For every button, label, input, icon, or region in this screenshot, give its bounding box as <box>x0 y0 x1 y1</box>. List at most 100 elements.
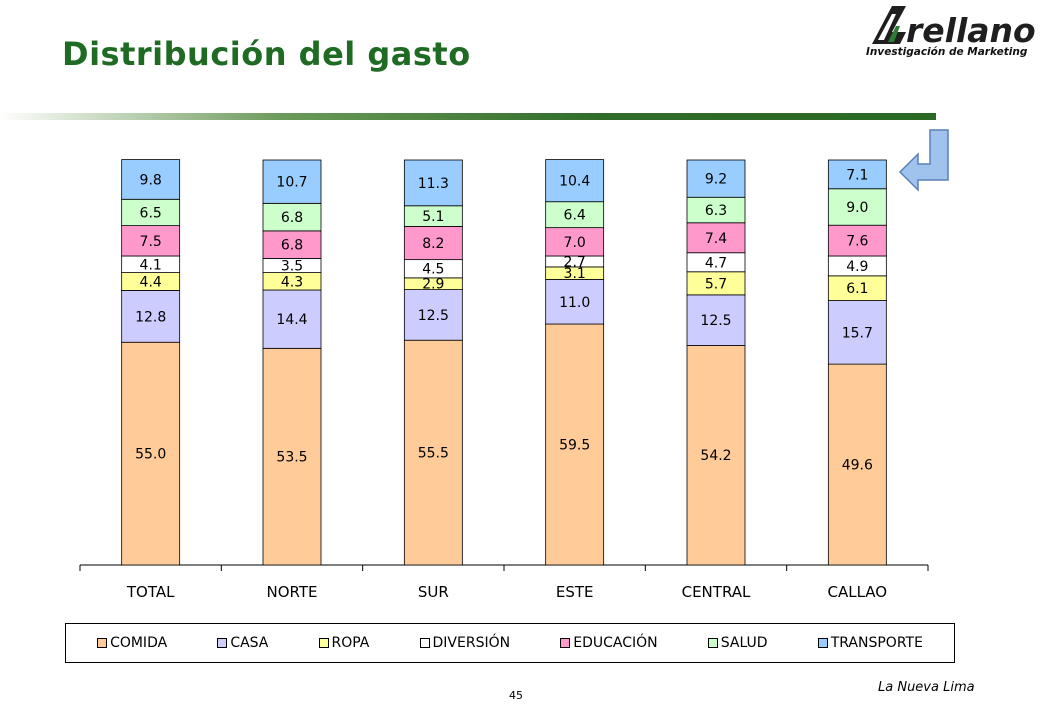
logo-wordmark: rellano <box>906 11 1036 50</box>
legend-swatch <box>560 638 571 648</box>
logo-tagline: Investigación de Marketing <box>866 46 1028 58</box>
bar-segment-comida-este <box>545 323 605 566</box>
data-label: 10.7 <box>276 175 307 191</box>
data-label: 7.1 <box>846 167 868 183</box>
bar-segment-casa-total <box>121 290 181 343</box>
data-label: 59.5 <box>559 438 590 454</box>
bar-segment-casa-callao <box>827 300 887 365</box>
return-arrow-icon[interactable] <box>896 124 954 196</box>
legend-swatch <box>217 638 228 648</box>
legend-label: COMIDA <box>110 635 168 651</box>
data-label: 49.6 <box>842 458 873 474</box>
data-label: 5.1 <box>422 209 444 225</box>
bar-segment-educación-sur <box>403 226 463 261</box>
data-label: 5.7 <box>705 276 727 292</box>
bar-segment-salud-total <box>121 198 181 227</box>
data-label: 9.2 <box>705 172 727 188</box>
data-label: 11.0 <box>559 295 590 311</box>
data-label: 10.4 <box>559 174 590 190</box>
data-label: 3.1 <box>564 266 586 282</box>
legend-item: DIVERSIÓN <box>419 635 511 651</box>
data-label: 7.5 <box>140 234 162 250</box>
bar-segment-transporte-callao <box>827 159 887 190</box>
x-tick-label: CALLAO <box>828 583 888 601</box>
legend-swatch <box>817 638 828 648</box>
data-label: 55.0 <box>135 447 166 463</box>
bar-segment-transporte-este <box>545 159 605 203</box>
bar-segment-casa-norte <box>262 289 322 349</box>
legend-label: CASA <box>230 635 269 651</box>
data-label: 6.8 <box>281 238 303 254</box>
data-label: 4.3 <box>281 274 303 290</box>
data-label: 3.5 <box>281 259 303 275</box>
legend-label: EDUCACIÓN <box>573 635 658 651</box>
data-label: 9.0 <box>846 200 868 216</box>
legend-swatch <box>318 638 329 648</box>
bar-segment-transporte-central <box>686 159 746 198</box>
x-tick-label: TOTAL <box>126 583 175 601</box>
bar-segment-ropa-callao <box>827 275 887 301</box>
data-label: 8.2 <box>422 236 444 252</box>
data-label: 7.6 <box>846 234 868 250</box>
x-tick-label: SUR <box>418 583 449 601</box>
bar-segment-educación-total <box>121 225 181 257</box>
bar-segment-comida-total <box>121 341 181 566</box>
data-label: 2.9 <box>422 277 444 293</box>
bar-segment-comida-norte <box>262 347 322 566</box>
data-label: 4.7 <box>705 255 727 271</box>
bar-segment-transporte-total <box>121 159 181 200</box>
data-label: 12.5 <box>700 313 731 329</box>
page-number: 45 <box>509 689 523 702</box>
data-label: 12.5 <box>418 308 449 324</box>
legend-swatch <box>97 638 108 648</box>
data-label: 4.5 <box>422 262 444 278</box>
bar-segment-salud-norte <box>262 202 322 232</box>
bar-segment-educación-norte <box>262 230 322 259</box>
data-label: 6.8 <box>281 210 303 226</box>
bar-segment-salud-este <box>545 201 605 229</box>
x-tick-label: NORTE <box>267 583 318 601</box>
data-label: 9.8 <box>140 172 162 188</box>
data-label: 6.4 <box>564 208 586 224</box>
chart-legend: COMIDA CASA ROPA DIVERSIÓN EDUCACIÓN SALUD TRA… <box>65 623 955 663</box>
bar-segment-casa-sur <box>403 289 463 341</box>
bar-segment-transporte-norte <box>262 159 322 204</box>
bar-segment-comida-sur <box>403 339 463 566</box>
data-label: 53.5 <box>276 450 307 466</box>
x-tick-label: CENTRAL <box>682 583 751 601</box>
legend-label: DIVERSIÓN <box>432 635 511 651</box>
legend-item: CASA <box>217 635 268 651</box>
data-label: 55.5 <box>418 446 449 462</box>
x-tick-label: ESTE <box>556 583 594 601</box>
data-label: 6.3 <box>705 203 727 219</box>
data-label: 4.1 <box>140 257 162 273</box>
data-label: 2.7 <box>564 254 586 270</box>
footer-note: La Nueva Lima <box>878 680 975 695</box>
bar-segment-educación-central <box>686 222 746 254</box>
data-label: 7.4 <box>705 231 727 247</box>
data-label: 4.9 <box>846 259 868 275</box>
legend-item: COMIDA <box>97 635 167 651</box>
legend-label: ROPA <box>331 635 370 651</box>
legend-label: SALUD <box>720 635 768 651</box>
legend-swatch <box>419 638 430 648</box>
data-label: 15.7 <box>842 325 873 341</box>
data-label: 12.8 <box>135 309 166 325</box>
bar-segment-casa-este <box>545 279 605 325</box>
data-label: 14.4 <box>276 312 307 328</box>
legend-item: TRANSPORTE <box>817 635 923 651</box>
bar-segment-salud-callao <box>827 188 887 226</box>
bar-segment-educación-callao <box>827 224 887 257</box>
bar-segment-comida-central <box>686 345 746 566</box>
data-label: 6.1 <box>846 281 868 297</box>
data-label: 54.2 <box>700 448 731 464</box>
legend-item: EDUCACIÓN <box>560 635 658 651</box>
bar-segment-comida-callao <box>827 363 887 566</box>
legend-label: TRANSPORTE <box>830 635 923 651</box>
legend-swatch <box>707 638 718 648</box>
data-label: 6.5 <box>140 205 162 221</box>
page-title: Distribución del gasto <box>62 35 471 73</box>
data-label: 4.4 <box>140 275 162 291</box>
bar-segment-educación-este <box>545 227 605 257</box>
